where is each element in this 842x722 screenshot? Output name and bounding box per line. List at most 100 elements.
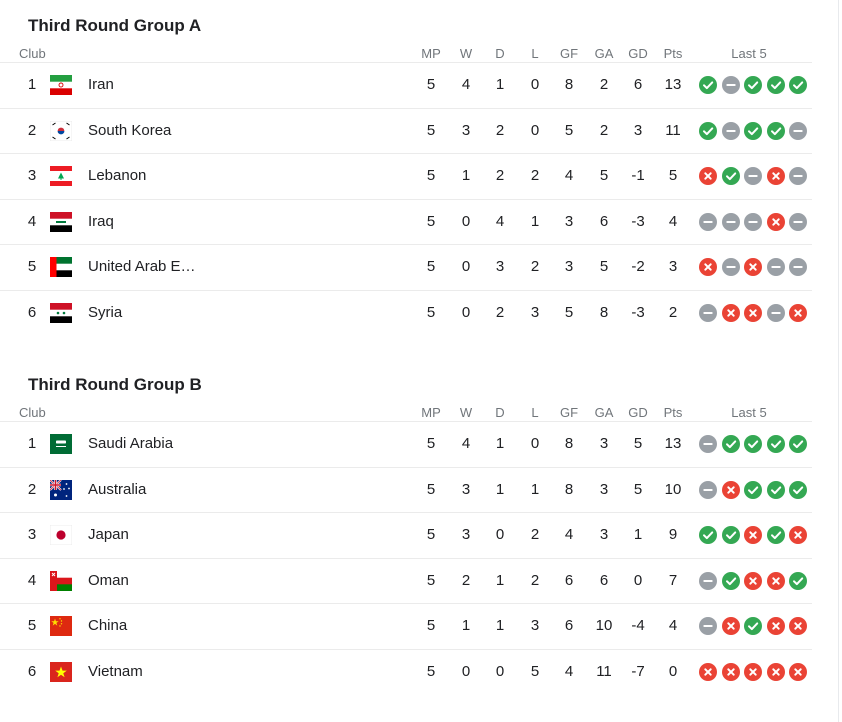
cross-icon[interactable]: [721, 662, 740, 681]
club-name[interactable]: Iraq: [88, 212, 114, 230]
table-row[interactable]: 6 Syria 5 0 2 3 5 8 -3 2: [0, 289, 812, 336]
last-5-results: [699, 212, 807, 231]
col-club: Club: [19, 405, 46, 420]
position: 3: [27, 167, 37, 185]
minus-icon[interactable]: [721, 76, 740, 94]
table-row[interactable]: 4 Iraq 5 0 4 1 3 6 -3 4: [0, 198, 812, 245]
club-name[interactable]: Syria: [88, 303, 123, 321]
cross-icon[interactable]: [721, 303, 740, 322]
col-ga: GA: [594, 46, 614, 61]
minus-icon[interactable]: [699, 435, 717, 453]
cross-icon[interactable]: [744, 662, 762, 681]
cross-icon[interactable]: [789, 303, 807, 322]
minus-icon[interactable]: [699, 617, 717, 636]
club-name[interactable]: Oman: [88, 571, 129, 589]
check-icon[interactable]: [744, 435, 762, 453]
minus-icon[interactable]: [744, 212, 762, 231]
minus-icon[interactable]: [789, 212, 807, 231]
stat-gd: 1: [633, 526, 643, 544]
minus-icon[interactable]: [789, 121, 807, 140]
cross-icon[interactable]: [699, 167, 717, 186]
cross-icon[interactable]: [766, 212, 785, 231]
minus-icon[interactable]: [744, 167, 762, 186]
check-icon[interactable]: [766, 435, 785, 453]
cross-icon[interactable]: [766, 167, 785, 186]
check-icon[interactable]: [744, 617, 762, 636]
check-icon[interactable]: [766, 526, 785, 545]
col-l: L: [531, 405, 539, 420]
club-name[interactable]: Lebanon: [88, 167, 147, 185]
minus-icon[interactable]: [721, 212, 740, 231]
check-icon[interactable]: [699, 76, 717, 94]
club-name[interactable]: South Korea: [88, 121, 172, 139]
minus-icon[interactable]: [699, 571, 717, 590]
cross-icon[interactable]: [744, 526, 762, 545]
minus-icon[interactable]: [789, 258, 807, 277]
minus-icon[interactable]: [766, 258, 785, 277]
stat-pts: 10: [664, 480, 682, 498]
position: 5: [27, 617, 37, 635]
cross-icon[interactable]: [744, 303, 762, 322]
stat-mp: 5: [426, 121, 436, 139]
cross-icon[interactable]: [789, 617, 807, 636]
table-row[interactable]: 1 Saudi Arabia 5 4 1 0 8 3 5 13: [0, 421, 812, 467]
cross-icon[interactable]: [744, 258, 762, 277]
check-icon[interactable]: [699, 121, 717, 140]
check-icon[interactable]: [744, 480, 762, 499]
stat-gd: 5: [633, 435, 643, 452]
cross-icon[interactable]: [789, 662, 807, 681]
cross-icon[interactable]: [766, 662, 785, 681]
check-icon[interactable]: [789, 435, 807, 453]
minus-icon[interactable]: [721, 121, 740, 140]
stat-w: 0: [461, 303, 471, 321]
club-name[interactable]: China: [88, 617, 128, 635]
check-icon[interactable]: [721, 571, 740, 590]
club-name[interactable]: Saudi Arabia: [88, 435, 174, 452]
cross-icon[interactable]: [744, 571, 762, 590]
check-icon[interactable]: [789, 76, 807, 94]
group-title: Third Round Group A: [28, 16, 202, 35]
club-name[interactable]: Iran: [88, 76, 114, 93]
club-name[interactable]: Vietnam: [88, 662, 143, 680]
club-name[interactable]: Australia: [88, 480, 147, 498]
check-icon[interactable]: [766, 480, 785, 499]
club-name[interactable]: Japan: [88, 526, 129, 544]
check-icon[interactable]: [721, 167, 740, 186]
check-icon[interactable]: [699, 526, 717, 545]
minus-icon[interactable]: [699, 303, 717, 322]
cross-icon[interactable]: [766, 571, 785, 590]
check-icon[interactable]: [744, 121, 762, 140]
last-5-results: [699, 167, 807, 186]
stat-gd: -3: [631, 212, 645, 230]
table-row[interactable]: 4 Oman 5 2 1 2 6 6 0 7: [0, 557, 812, 604]
table-row[interactable]: 6 Vietnam 5 0 0 5 4 11 -7 0: [0, 648, 812, 695]
table-row[interactable]: 3 Lebanon 5 1 2 2 4 5 -1 5: [0, 153, 812, 199]
minus-icon[interactable]: [789, 167, 807, 186]
table-row[interactable]: 3 Japan 5 3 0 2 4 3 1 9: [0, 512, 812, 558]
table-row[interactable]: 5 United Arab E… 5 0 3 2 3 5 -2 3: [0, 244, 812, 290]
cross-icon[interactable]: [699, 258, 717, 277]
minus-icon[interactable]: [766, 303, 785, 322]
cross-icon[interactable]: [699, 662, 717, 681]
table-row[interactable]: 2 South Korea 5 3 2 0 5 2 3 11: [0, 107, 812, 154]
check-icon[interactable]: [766, 76, 785, 94]
uae-flag-icon: [50, 257, 72, 278]
col-gd: GD: [628, 405, 648, 420]
cross-icon[interactable]: [766, 617, 785, 636]
table-row[interactable]: 5 China 5 1 1 3 6 10 -4 4: [0, 603, 812, 649]
check-icon[interactable]: [789, 571, 807, 590]
check-icon[interactable]: [721, 526, 740, 545]
cross-icon[interactable]: [721, 480, 740, 499]
minus-icon[interactable]: [699, 480, 717, 499]
cross-icon[interactable]: [789, 526, 807, 545]
check-icon[interactable]: [721, 435, 740, 453]
check-icon[interactable]: [766, 121, 785, 140]
check-icon[interactable]: [789, 480, 807, 499]
club-name[interactable]: United Arab E…: [88, 258, 196, 276]
table-row[interactable]: 1 Iran 5 4 1 0 8 2 6 13: [0, 62, 812, 108]
minus-icon[interactable]: [721, 258, 740, 277]
minus-icon[interactable]: [699, 212, 717, 231]
table-row[interactable]: 2 Australia 5 3 1 1 8 3 5 10: [0, 466, 812, 513]
check-icon[interactable]: [744, 76, 762, 94]
cross-icon[interactable]: [721, 617, 740, 636]
